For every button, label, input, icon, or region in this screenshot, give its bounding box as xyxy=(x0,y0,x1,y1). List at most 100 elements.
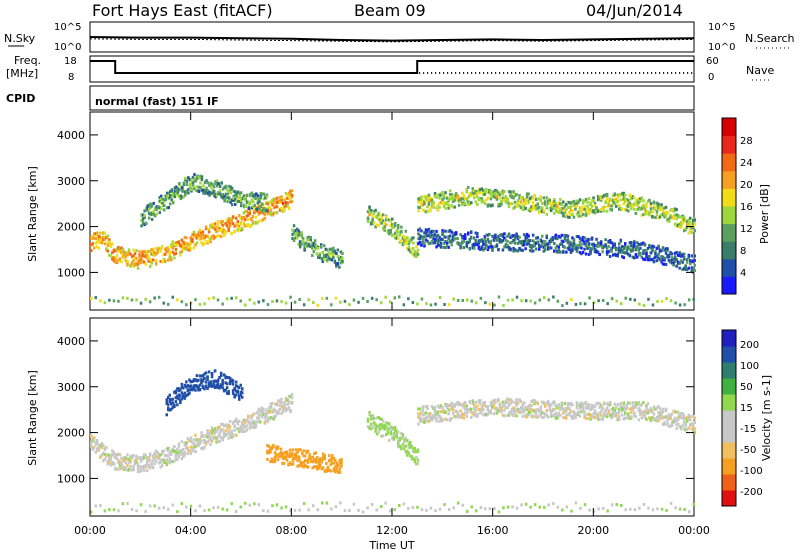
echo-cell xyxy=(174,455,178,459)
echo-cell xyxy=(547,201,550,205)
echo-cell xyxy=(230,219,233,222)
echo-cell xyxy=(230,429,233,433)
echo-cell xyxy=(182,452,185,455)
echo-cell xyxy=(179,399,182,403)
echo-cell xyxy=(480,197,484,201)
echo-cell xyxy=(231,391,235,395)
echo-cell xyxy=(619,193,622,197)
echo-cell xyxy=(485,413,488,417)
echo-cell xyxy=(156,451,159,455)
echo-cell xyxy=(94,237,97,240)
echo-cell xyxy=(412,457,415,461)
echo-cell xyxy=(447,412,450,416)
ground-scatter-cell xyxy=(660,507,664,511)
echo-cell xyxy=(298,231,302,235)
echo-cell xyxy=(575,201,579,205)
freq-tick-top: 18 xyxy=(64,56,77,67)
echo-cell xyxy=(185,179,189,183)
echo-cell xyxy=(678,223,681,226)
echo-cell xyxy=(569,249,573,253)
echo-cell xyxy=(284,201,288,205)
echo-cell xyxy=(559,202,562,206)
echo-cell xyxy=(462,203,465,207)
echo-cell xyxy=(628,241,632,245)
power-colorbar-label: Power [dB] xyxy=(758,184,771,244)
y-tick-label: 3000 xyxy=(57,381,85,394)
echo-cell xyxy=(90,441,93,445)
echo-cell xyxy=(332,246,335,250)
echo-cell xyxy=(445,240,449,244)
echo-cell xyxy=(521,207,524,211)
echo-cell xyxy=(548,241,551,245)
echo-cell xyxy=(427,201,431,204)
ground-scatter-cell xyxy=(325,296,329,300)
echo-cell xyxy=(212,234,215,238)
echo-cell xyxy=(306,465,310,469)
echo-cell xyxy=(439,237,443,241)
echo-cell xyxy=(593,211,597,215)
echo-cell xyxy=(689,423,692,427)
echo-cell xyxy=(383,228,386,232)
echo-cell xyxy=(317,246,320,250)
echo-cell xyxy=(675,208,678,212)
echo-cell xyxy=(565,234,568,237)
echo-cell xyxy=(423,412,426,416)
echo-cell xyxy=(682,427,686,431)
echo-cell xyxy=(145,256,149,260)
ground-scatter-cell xyxy=(121,296,125,300)
echo-cell xyxy=(595,412,598,416)
echo-cell xyxy=(211,191,214,195)
ground-scatter-cell xyxy=(312,504,315,508)
echo-cell xyxy=(649,417,653,421)
echo-cell xyxy=(309,245,312,248)
echo-cell xyxy=(544,403,547,407)
echo-cell xyxy=(681,214,684,218)
ground-scatter-cell xyxy=(633,298,637,302)
echo-cell xyxy=(144,250,147,254)
echo-cell xyxy=(192,441,196,445)
echo-cell xyxy=(215,440,218,444)
echo-cell xyxy=(456,197,459,201)
echo-cell xyxy=(161,202,164,206)
echo-cell xyxy=(421,203,425,207)
echo-cell xyxy=(427,414,431,418)
echo-cell xyxy=(126,463,129,467)
echo-cell xyxy=(602,209,606,213)
echo-cell xyxy=(230,198,234,202)
echo-cell xyxy=(237,199,240,203)
ground-scatter-cell xyxy=(425,508,428,512)
echo-cell xyxy=(181,186,184,190)
echo-cell xyxy=(491,195,494,199)
echo-cell xyxy=(577,412,580,415)
colorbar-segment xyxy=(722,346,736,363)
echo-cell xyxy=(504,243,508,247)
echo-cell xyxy=(198,230,202,234)
echo-cell xyxy=(432,416,435,420)
echo-cell xyxy=(210,372,214,376)
echo-cell xyxy=(538,197,541,201)
echo-cell xyxy=(560,207,564,211)
echo-cell xyxy=(566,246,570,250)
echo-cell xyxy=(126,261,129,265)
echo-cell xyxy=(512,249,515,253)
echo-cell xyxy=(231,389,235,393)
echo-cell xyxy=(622,247,625,250)
echo-cell xyxy=(105,446,108,449)
echo-cell xyxy=(205,189,208,193)
echo-cell xyxy=(378,213,382,217)
ground-scatter-cell xyxy=(135,298,138,302)
echo-cell xyxy=(599,198,603,202)
echo-cell xyxy=(115,247,119,251)
colorbar-segment xyxy=(722,118,736,137)
echo-cell xyxy=(584,242,588,246)
echo-cell xyxy=(587,244,591,248)
ground-scatter-cell xyxy=(112,299,116,303)
ground-scatter-cell xyxy=(647,506,650,510)
echo-cell xyxy=(242,223,245,227)
echo-cell xyxy=(277,399,280,403)
echo-cell xyxy=(470,410,473,414)
echo-cell xyxy=(661,423,665,426)
echo-cell xyxy=(464,401,467,404)
echo-cell xyxy=(280,397,283,401)
echo-cell xyxy=(173,192,177,195)
